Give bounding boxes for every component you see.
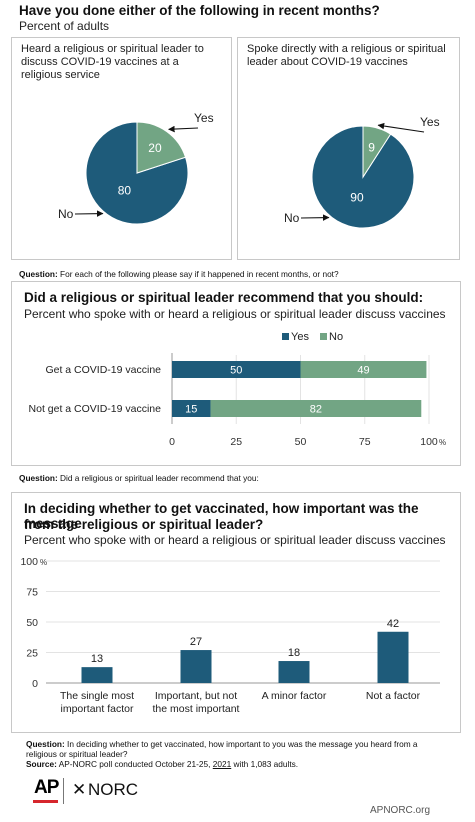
norc-logo: NORC	[88, 780, 139, 799]
bar-0-segment-0	[172, 361, 301, 378]
column-category-0-line-0: The single most	[60, 690, 134, 702]
x-tick-pct: %	[439, 438, 446, 447]
ap-logo-underline	[33, 800, 58, 803]
y-tick-3: 75	[26, 587, 38, 599]
question-note-2: Question: Did a religious or spiritual l…	[19, 473, 259, 483]
stacked-bar-chart: Yes No 0 25 50 75 100 % Get a COVID-19 vaccine 50…	[29, 331, 447, 448]
column-value-1: 27	[190, 636, 202, 648]
bar-category-0: Get a COVID-19 vaccine	[45, 364, 161, 376]
column-bar-3	[377, 631, 409, 683]
legend-label-no: No	[329, 331, 343, 343]
column-bar-0	[81, 667, 113, 683]
bar-1-label-0: 15	[185, 404, 197, 416]
column-value-2: 18	[288, 647, 300, 659]
logo-divider	[63, 778, 64, 804]
pie-1-label-yes: Yes	[420, 115, 440, 129]
pie-1-slice-yes	[362, 125, 392, 179]
pie-1-value-no: 90	[350, 191, 364, 205]
question-note-3: Question: In deciding whether to get vac…	[26, 739, 418, 759]
bar-category-1: Not get a COVID-19 vaccine	[29, 403, 162, 415]
source-note: Source: AP-NORC poll conducted October 2…	[26, 759, 299, 769]
column-category-2-line-0: A minor factor	[262, 690, 327, 702]
column-category-1-line-1: the most important	[153, 703, 240, 715]
pie-0-label-yes: Yes	[194, 111, 214, 125]
pie-0-value-yes: 20	[148, 141, 162, 155]
column-value-0: 13	[91, 653, 103, 665]
column-chart-title-line1: In deciding whether to get vaccinated, h…	[24, 501, 419, 531]
y-tick-1: 25	[26, 648, 38, 660]
y-tick-2: 50	[26, 617, 38, 629]
pie-0-label-no: No	[58, 207, 74, 221]
pie-0-slice-yes	[136, 121, 187, 174]
page-title: Have you done either of the following in…	[19, 3, 380, 18]
pie-right-title: Spoke directly with a religious or spiri…	[247, 43, 446, 68]
bar-chart-subtitle: Percent who spoke with or heard a religi…	[24, 307, 446, 321]
x-tick-3: 75	[359, 436, 371, 448]
x-tick-0: 0	[169, 436, 175, 448]
norc-logo-mark: ✕	[72, 780, 87, 799]
column-chart-title-line2: from the religious or spiritual leader?	[24, 517, 264, 532]
column-panel: In deciding whether to get vaccinated, h…	[11, 492, 461, 733]
ap-logo: AP	[34, 777, 59, 798]
pie-1-value-yes: 9	[368, 141, 375, 155]
pie-charts: 20 80 Yes No 9 90 Yes No	[58, 111, 440, 229]
column-value-3: 42	[387, 618, 399, 630]
question-note-1: Question: For each of the following plea…	[19, 269, 339, 279]
x-tick-1: 25	[230, 436, 242, 448]
column-category-1-line-0: Important, but not	[155, 690, 237, 702]
bar-1-segment-1	[210, 400, 422, 417]
y-tick-pct: %	[40, 558, 47, 567]
legend-swatch-no	[320, 333, 327, 340]
pie-1-arrow-yes	[377, 122, 425, 133]
page-subtitle: Percent of adults	[19, 19, 110, 33]
site-url: APNORC.org	[370, 805, 431, 816]
pie-0-arrow-yes	[168, 125, 199, 133]
bar-1-label-1: 82	[310, 404, 322, 416]
bar-chart-title: Did a religious or spiritual leader reco…	[24, 290, 424, 305]
legend-label-yes: Yes	[291, 331, 309, 343]
pie-1-label-no: No	[284, 211, 300, 225]
pie-panel-left: Heard a religious or spiritual leader to…	[11, 37, 232, 260]
bar-0-segment-1	[300, 361, 427, 378]
pie-0-value-no: 80	[118, 183, 132, 197]
column-bar-2	[278, 661, 310, 683]
column-category-3-line-0: Not a factor	[366, 690, 421, 702]
x-tick-2: 50	[295, 436, 307, 448]
column-chart-subtitle: Percent who spoke with or heard a religi…	[24, 533, 446, 547]
y-tick-0: 0	[32, 678, 38, 690]
bar-1-segment-0	[172, 400, 211, 417]
bar-0-label-1: 49	[357, 365, 369, 377]
legend-swatch-yes	[282, 333, 289, 340]
pie-0-slice-no	[85, 121, 189, 225]
column-category-0-line-1: important factor	[61, 703, 134, 715]
pie-left-title: Heard a religious or spiritual leader to…	[21, 43, 204, 81]
bar-0-label-0: 50	[230, 365, 242, 377]
x-tick-4: 100	[420, 436, 438, 448]
y-tick-4: 100	[20, 556, 38, 568]
column-bar-1	[180, 650, 212, 683]
